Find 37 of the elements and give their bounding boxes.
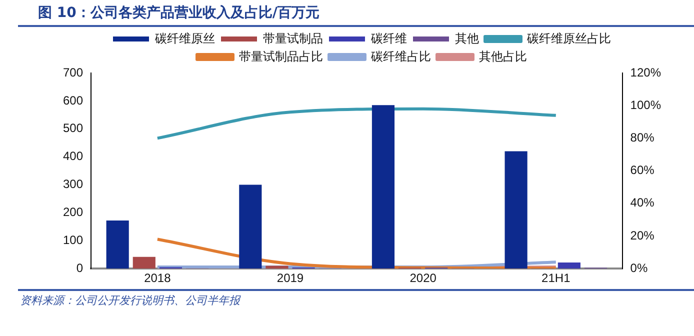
x-tick-label: 2019	[276, 271, 304, 286]
legend-label: 碳纤维原丝占比	[526, 31, 611, 46]
legend-label: 带量试制品	[263, 31, 323, 46]
y2-tick-label: 80%	[630, 130, 655, 145]
y-tick-label: 500	[62, 121, 84, 136]
y-tick-label: 0	[76, 260, 84, 275]
bar	[504, 151, 528, 269]
bar	[558, 262, 580, 269]
chart-title: 图 10：公司各类产品营业收入及占比/百万元	[18, 0, 694, 27]
legend-label: 碳纤维	[370, 31, 407, 46]
y2-tick-label: 60%	[630, 163, 655, 178]
legend-label: 带量试制品占比	[239, 49, 323, 64]
text: 资料来源：公司公开发行说明书、公司半年报	[18, 289, 694, 308]
y-tick-label: 200	[62, 205, 84, 220]
x-tick-label: 21H1	[542, 271, 571, 286]
y-tick-label: 400	[62, 149, 84, 164]
y-tick-label: 600	[62, 93, 84, 108]
legend-label: 其他占比	[479, 49, 527, 64]
y-tick-label: 700	[62, 65, 84, 80]
y2-tick-label: 100%	[630, 98, 662, 112]
y2-tick-label: 0%	[630, 260, 648, 275]
legend-label: 碳纤维占比	[370, 49, 431, 64]
bar	[132, 256, 156, 269]
y2-tick-label: 20%	[630, 228, 655, 242]
y2-tick-label: 120%	[630, 65, 662, 80]
bar	[239, 184, 262, 269]
x-tick-label: 2020	[410, 271, 437, 286]
y2-tick-label: 40%	[630, 196, 655, 210]
legend-label: 其他	[455, 31, 479, 46]
bar	[372, 105, 395, 269]
y-tick-label: 300	[62, 177, 84, 192]
line-series	[156, 107, 558, 140]
x-tick-label: 2018	[144, 271, 172, 286]
bar	[266, 266, 288, 269]
bar	[106, 220, 129, 269]
y-tick-label: 100	[62, 232, 84, 247]
legend-label: 碳纤维原丝	[154, 31, 215, 46]
